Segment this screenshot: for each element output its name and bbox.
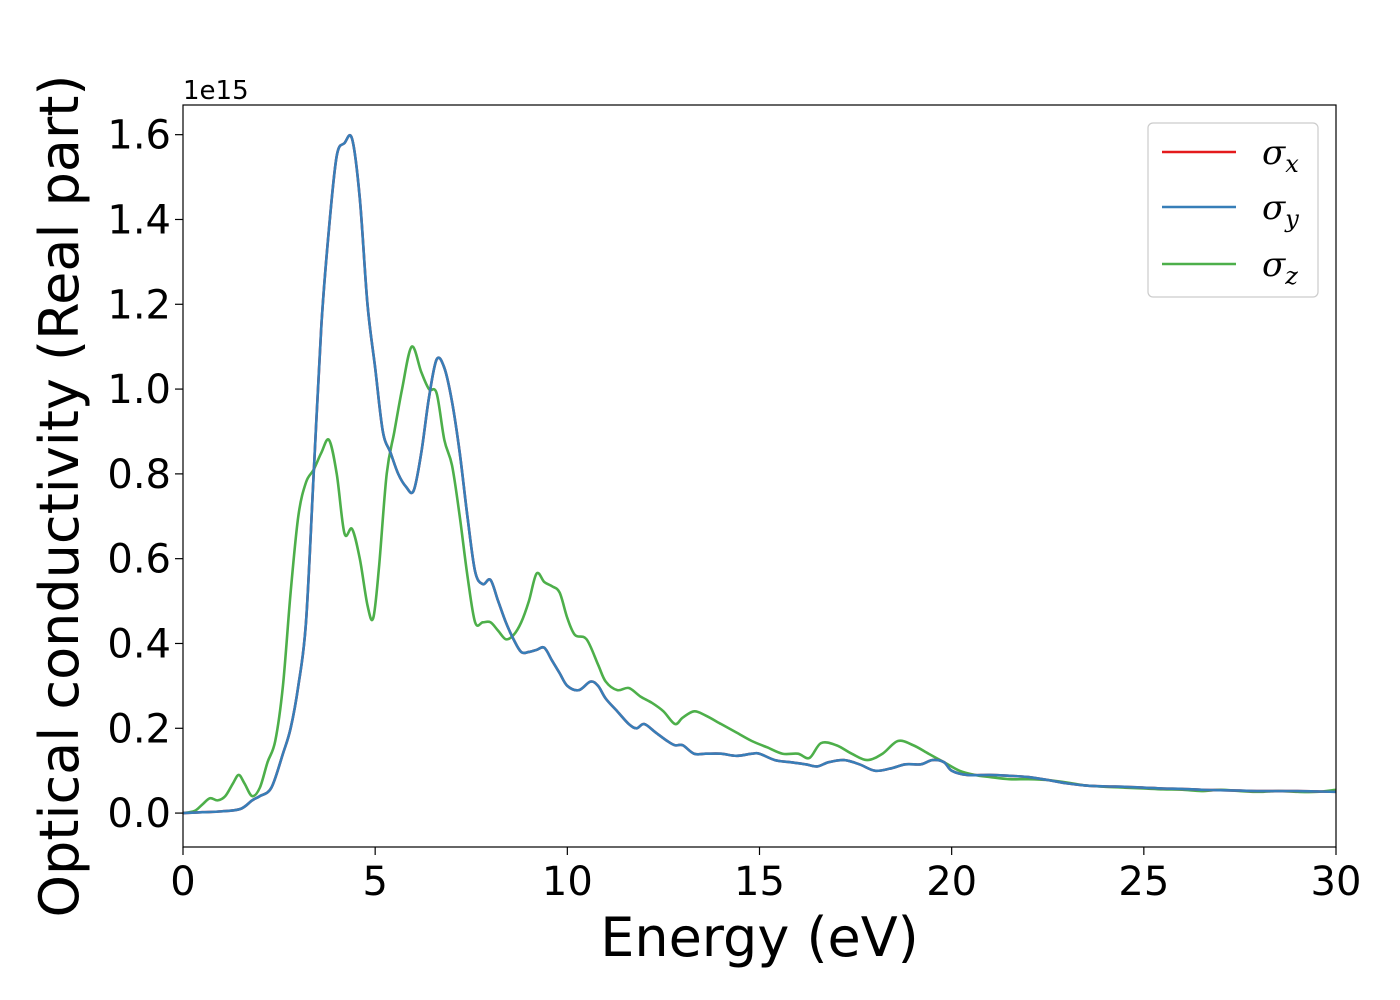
legend-box (1147, 122, 1319, 298)
x-tick-label: 20 (926, 859, 977, 905)
x-axis-ticks: 0 5 10 15 20 25 30 (170, 847, 1361, 905)
y-tick-label: 0.2 (107, 706, 171, 752)
y-tick-label: 0.8 (107, 452, 171, 498)
x-tick-label: 10 (542, 859, 593, 905)
x-tick-label: 0 (170, 859, 195, 905)
legend-label-z: σz (1262, 245, 1298, 290)
series-line-z (183, 345, 1336, 815)
y-tick-label: 1.4 (107, 197, 171, 243)
x-tick-label: 25 (1118, 859, 1169, 905)
y-tick-label: 0.4 (107, 621, 171, 667)
x-tick-label: 5 (362, 859, 387, 905)
y-tick-label: 1.6 (107, 113, 171, 159)
legend: σx σy σz (1147, 122, 1319, 298)
x-tick-label: 15 (734, 859, 785, 905)
legend-label-y: σy (1262, 188, 1299, 233)
legend-label-x: σx (1262, 133, 1299, 178)
x-tick-label: 30 (1311, 859, 1362, 905)
y-tick-label: 0.0 (107, 791, 171, 837)
y-offset-label: 1e15 (183, 76, 249, 106)
y-axis-title: Optical conductivity (Real part) (28, 75, 91, 918)
y-axis-ticks: 0.0 0.2 0.4 0.6 0.8 1.0 1.2 1.4 1.6 (107, 113, 183, 837)
y-tick-label: 0.6 (107, 537, 171, 583)
plot-lines (183, 134, 1336, 815)
series-line-y (183, 134, 1336, 815)
y-tick-label: 1.0 (107, 367, 171, 413)
y-tick-label: 1.2 (107, 282, 171, 328)
x-axis-title: Energy (eV) (600, 906, 919, 969)
